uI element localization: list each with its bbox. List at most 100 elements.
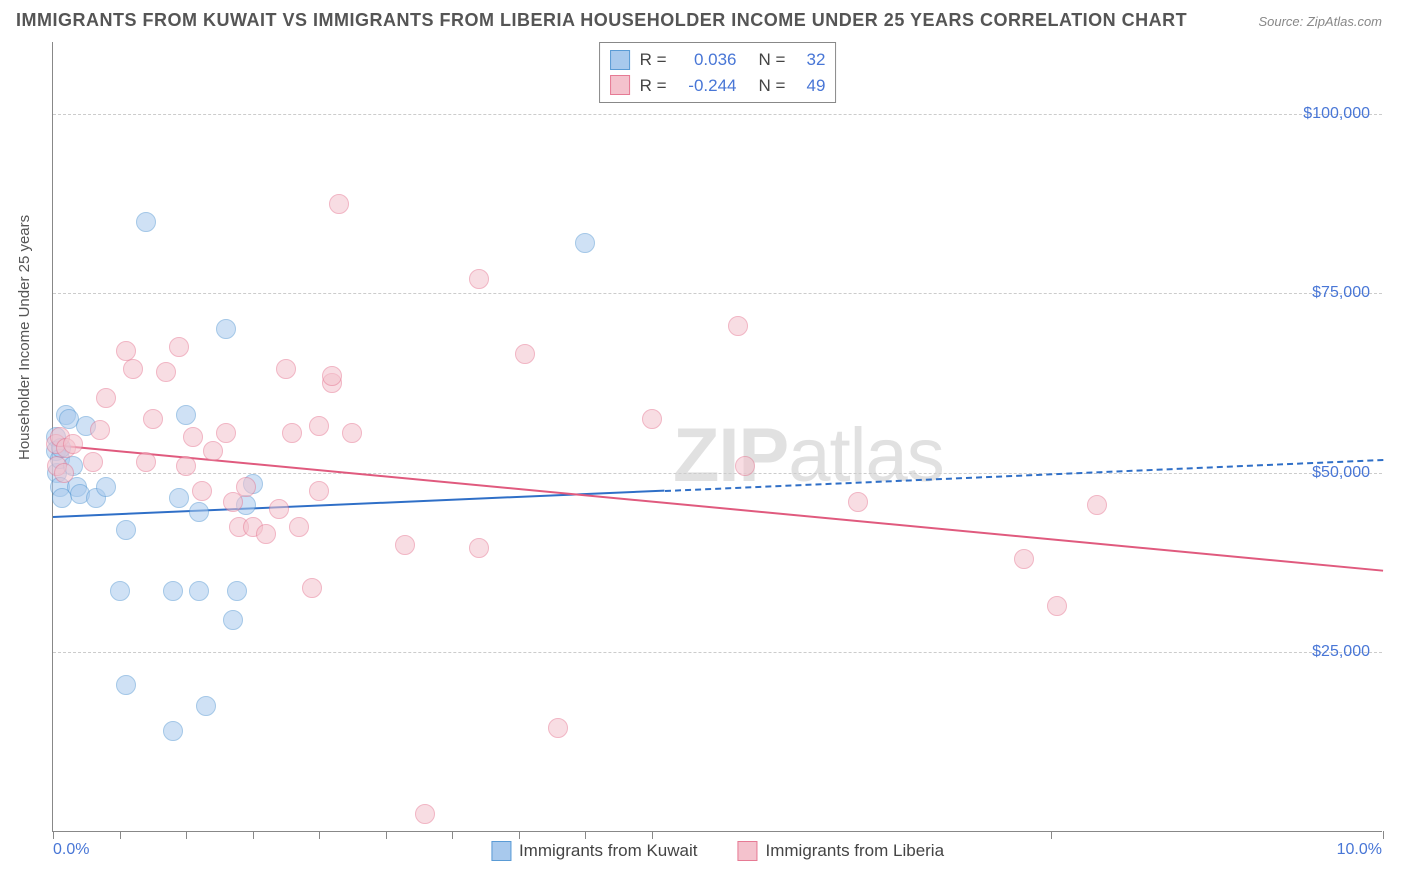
data-point bbox=[183, 427, 203, 447]
data-point bbox=[90, 420, 110, 440]
y-tick-label: $100,000 bbox=[1303, 105, 1370, 123]
data-point bbox=[189, 581, 209, 601]
data-point bbox=[169, 337, 189, 357]
stat-value-r: 0.036 bbox=[677, 47, 737, 73]
legend-swatch bbox=[491, 841, 511, 861]
data-point bbox=[116, 675, 136, 695]
gridline bbox=[53, 652, 1382, 653]
x-tick bbox=[386, 831, 387, 839]
x-tick bbox=[585, 831, 586, 839]
legend-swatch bbox=[610, 75, 630, 95]
data-point bbox=[54, 463, 74, 483]
gridline bbox=[53, 114, 1382, 115]
data-point bbox=[169, 488, 189, 508]
legend-swatch bbox=[737, 841, 757, 861]
watermark: ZIPatlas bbox=[673, 412, 944, 499]
data-point bbox=[1014, 549, 1034, 569]
stat-label: R = bbox=[640, 73, 667, 99]
data-point bbox=[256, 524, 276, 544]
data-point bbox=[642, 409, 662, 429]
data-point bbox=[395, 535, 415, 555]
data-point bbox=[415, 804, 435, 824]
y-tick-label: $50,000 bbox=[1312, 464, 1370, 482]
gridline bbox=[53, 293, 1382, 294]
data-point bbox=[309, 481, 329, 501]
data-point bbox=[189, 502, 209, 522]
stats-row: R = 0.036 N = 32 bbox=[610, 47, 826, 73]
data-point bbox=[136, 212, 156, 232]
data-point bbox=[163, 721, 183, 741]
legend-label: Immigrants from Kuwait bbox=[519, 841, 698, 861]
legend-item: Immigrants from Liberia bbox=[737, 841, 944, 861]
data-point bbox=[548, 718, 568, 738]
data-point bbox=[322, 366, 342, 386]
legend-item: Immigrants from Kuwait bbox=[491, 841, 698, 861]
data-point bbox=[329, 194, 349, 214]
data-point bbox=[156, 362, 176, 382]
data-point bbox=[469, 269, 489, 289]
x-tick bbox=[452, 831, 453, 839]
data-point bbox=[176, 405, 196, 425]
stat-value-n: 32 bbox=[795, 47, 825, 73]
stats-row: R = -0.244 N = 49 bbox=[610, 73, 826, 99]
data-point bbox=[163, 581, 183, 601]
trend-line bbox=[665, 459, 1383, 492]
x-tick-label: 0.0% bbox=[53, 841, 89, 859]
data-point bbox=[63, 434, 83, 454]
chart-title: IMMIGRANTS FROM KUWAIT VS IMMIGRANTS FRO… bbox=[16, 10, 1187, 31]
stat-label: N = bbox=[759, 73, 786, 99]
data-point bbox=[83, 452, 103, 472]
stat-label: R = bbox=[640, 47, 667, 73]
legend-label: Immigrants from Liberia bbox=[765, 841, 944, 861]
data-point bbox=[1087, 495, 1107, 515]
data-point bbox=[96, 477, 116, 497]
y-tick-label: $25,000 bbox=[1312, 643, 1370, 661]
y-tick-label: $75,000 bbox=[1312, 284, 1370, 302]
x-tick bbox=[186, 831, 187, 839]
data-point bbox=[123, 359, 143, 379]
x-tick bbox=[253, 831, 254, 839]
data-point bbox=[203, 441, 223, 461]
data-point bbox=[302, 578, 322, 598]
data-point bbox=[282, 423, 302, 443]
data-point bbox=[192, 481, 212, 501]
correlation-stats-box: R = 0.036 N = 32 R = -0.244 N = 49 bbox=[599, 42, 837, 103]
data-point bbox=[735, 456, 755, 476]
data-point bbox=[223, 610, 243, 630]
x-tick-label: 10.0% bbox=[1337, 841, 1382, 859]
stat-label: N = bbox=[759, 47, 786, 73]
legend-swatch bbox=[610, 50, 630, 70]
stat-value-n: 49 bbox=[795, 73, 825, 99]
stat-value-r: -0.244 bbox=[677, 73, 737, 99]
data-point bbox=[728, 316, 748, 336]
source-attribution: Source: ZipAtlas.com bbox=[1258, 14, 1382, 29]
data-point bbox=[216, 423, 236, 443]
data-point bbox=[276, 359, 296, 379]
data-point bbox=[236, 477, 256, 497]
x-tick bbox=[53, 831, 54, 839]
data-point bbox=[96, 388, 116, 408]
data-point bbox=[116, 520, 136, 540]
data-point bbox=[575, 233, 595, 253]
data-point bbox=[289, 517, 309, 537]
data-point bbox=[269, 499, 289, 519]
x-tick bbox=[120, 831, 121, 839]
data-point bbox=[216, 319, 236, 339]
data-point bbox=[143, 409, 163, 429]
data-point bbox=[196, 696, 216, 716]
legend: Immigrants from Kuwait Immigrants from Li… bbox=[491, 841, 944, 861]
x-tick bbox=[519, 831, 520, 839]
data-point bbox=[1047, 596, 1067, 616]
data-point bbox=[176, 456, 196, 476]
data-point bbox=[309, 416, 329, 436]
x-tick bbox=[1051, 831, 1052, 839]
data-point bbox=[136, 452, 156, 472]
x-tick bbox=[652, 831, 653, 839]
data-point bbox=[848, 492, 868, 512]
data-point bbox=[515, 344, 535, 364]
data-point bbox=[227, 581, 247, 601]
x-tick bbox=[1383, 831, 1384, 839]
data-point bbox=[342, 423, 362, 443]
data-point bbox=[469, 538, 489, 558]
data-point bbox=[110, 581, 130, 601]
